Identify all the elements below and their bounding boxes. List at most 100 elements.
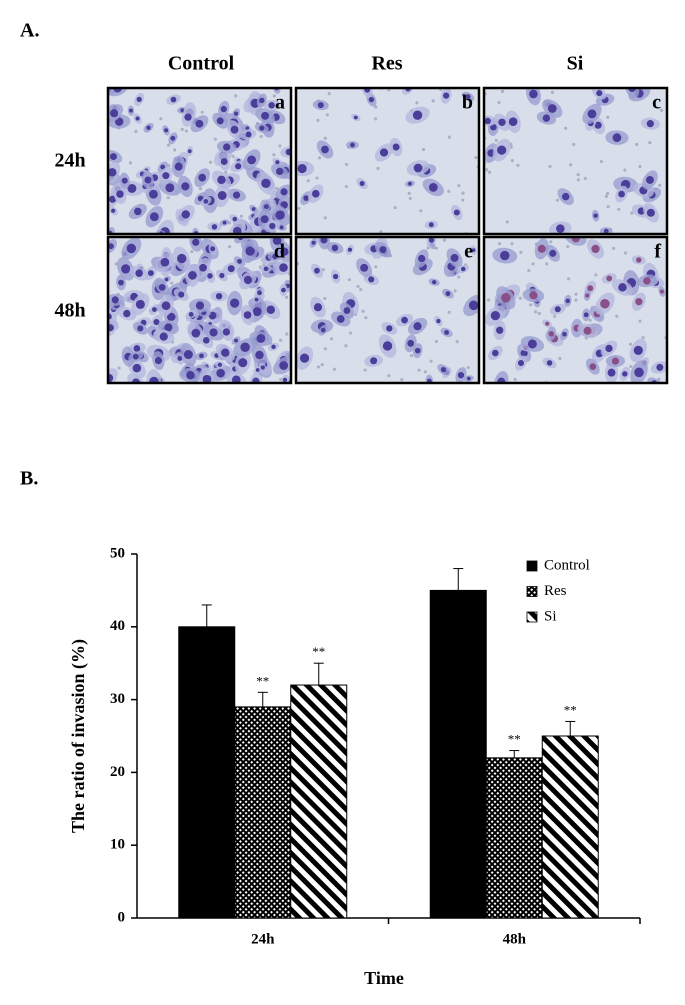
nucleus: [379, 246, 387, 254]
nucleus: [121, 264, 131, 274]
nucleus: [127, 183, 137, 193]
nucleus: [132, 363, 142, 373]
nucleus: [280, 247, 289, 256]
pore: [658, 183, 662, 187]
nucleus: [498, 118, 506, 127]
pore: [198, 186, 203, 191]
pore: [583, 176, 587, 181]
pore: [545, 262, 549, 266]
nucleus: [520, 349, 528, 357]
nucleus: [260, 365, 265, 370]
pore: [606, 205, 610, 209]
nucleus: [234, 338, 238, 343]
pore: [208, 160, 213, 164]
nucleus: [527, 339, 537, 349]
nucleus: [132, 353, 139, 360]
nucleus: [261, 111, 270, 120]
pore: [348, 331, 353, 335]
pore: [393, 205, 397, 210]
nucleus: [428, 222, 434, 228]
nucleus: [606, 275, 613, 282]
nucleus: [548, 331, 554, 337]
image-letter: f: [654, 241, 661, 263]
micrograph: [108, 237, 291, 383]
bar: [429, 589, 487, 919]
nucleus: [646, 208, 655, 217]
nucleus: [281, 287, 286, 293]
legend-label: Control: [544, 557, 590, 573]
micrograph: [108, 88, 291, 234]
nucleus: [407, 339, 415, 347]
nucleus: [259, 97, 265, 104]
nucleus: [272, 253, 278, 260]
pore: [510, 242, 514, 246]
nucleus: [252, 377, 260, 383]
pore: [660, 108, 664, 112]
pore: [615, 314, 619, 318]
nucleus: [256, 334, 266, 343]
nucleus: [257, 290, 262, 296]
nucleus: [243, 311, 252, 319]
nucleus: [199, 263, 207, 272]
pore: [426, 246, 430, 250]
pore: [234, 94, 238, 98]
pore: [513, 377, 517, 381]
pore: [604, 194, 609, 198]
nucleus: [321, 145, 329, 154]
pore: [594, 273, 598, 277]
nucleus: [158, 283, 166, 291]
pore: [474, 155, 478, 160]
nucleus: [255, 368, 260, 372]
pore: [572, 142, 576, 147]
pore: [518, 296, 522, 300]
pore: [550, 90, 555, 94]
nucleus: [591, 244, 600, 254]
nucleus: [238, 358, 248, 368]
nucleus: [432, 279, 437, 285]
pore: [494, 138, 498, 142]
pore: [486, 298, 491, 302]
nucleus: [440, 366, 447, 373]
nucleus: [164, 128, 169, 133]
nucleus: [188, 311, 194, 317]
nucleus: [160, 164, 166, 170]
nucleus: [408, 181, 412, 186]
pore: [566, 245, 570, 249]
x-tick-label: 48h: [503, 931, 527, 947]
nucleus: [235, 163, 242, 170]
nucleus: [116, 190, 124, 198]
pore: [569, 163, 573, 167]
nucleus: [496, 326, 504, 334]
nucleus: [659, 289, 664, 294]
pore: [315, 176, 319, 180]
pore: [231, 154, 235, 158]
pore: [529, 303, 533, 307]
pore: [623, 251, 628, 255]
pore: [415, 101, 419, 105]
nucleus: [263, 204, 269, 210]
pore: [363, 368, 367, 372]
significance-label: **: [312, 644, 325, 659]
nucleus: [180, 108, 185, 113]
nucleus: [546, 360, 553, 366]
pore: [447, 135, 451, 139]
nucleus: [191, 328, 201, 338]
pore: [421, 147, 426, 152]
nucleus: [554, 306, 561, 313]
nucleus: [471, 248, 476, 252]
significance-label: **: [256, 673, 269, 688]
pore: [306, 179, 310, 183]
y-tick-label: 10: [110, 837, 125, 853]
pore: [374, 265, 378, 269]
pore: [373, 117, 378, 121]
nucleus: [537, 244, 546, 253]
y-tick-label: 30: [110, 691, 125, 707]
nucleus: [280, 188, 288, 196]
nucleus: [109, 153, 117, 161]
nucleus: [594, 121, 602, 129]
nucleus: [223, 143, 231, 151]
bar: [290, 684, 348, 919]
nucleus: [612, 133, 622, 143]
nucleus: [233, 111, 239, 116]
legend-label: Si: [544, 608, 557, 624]
